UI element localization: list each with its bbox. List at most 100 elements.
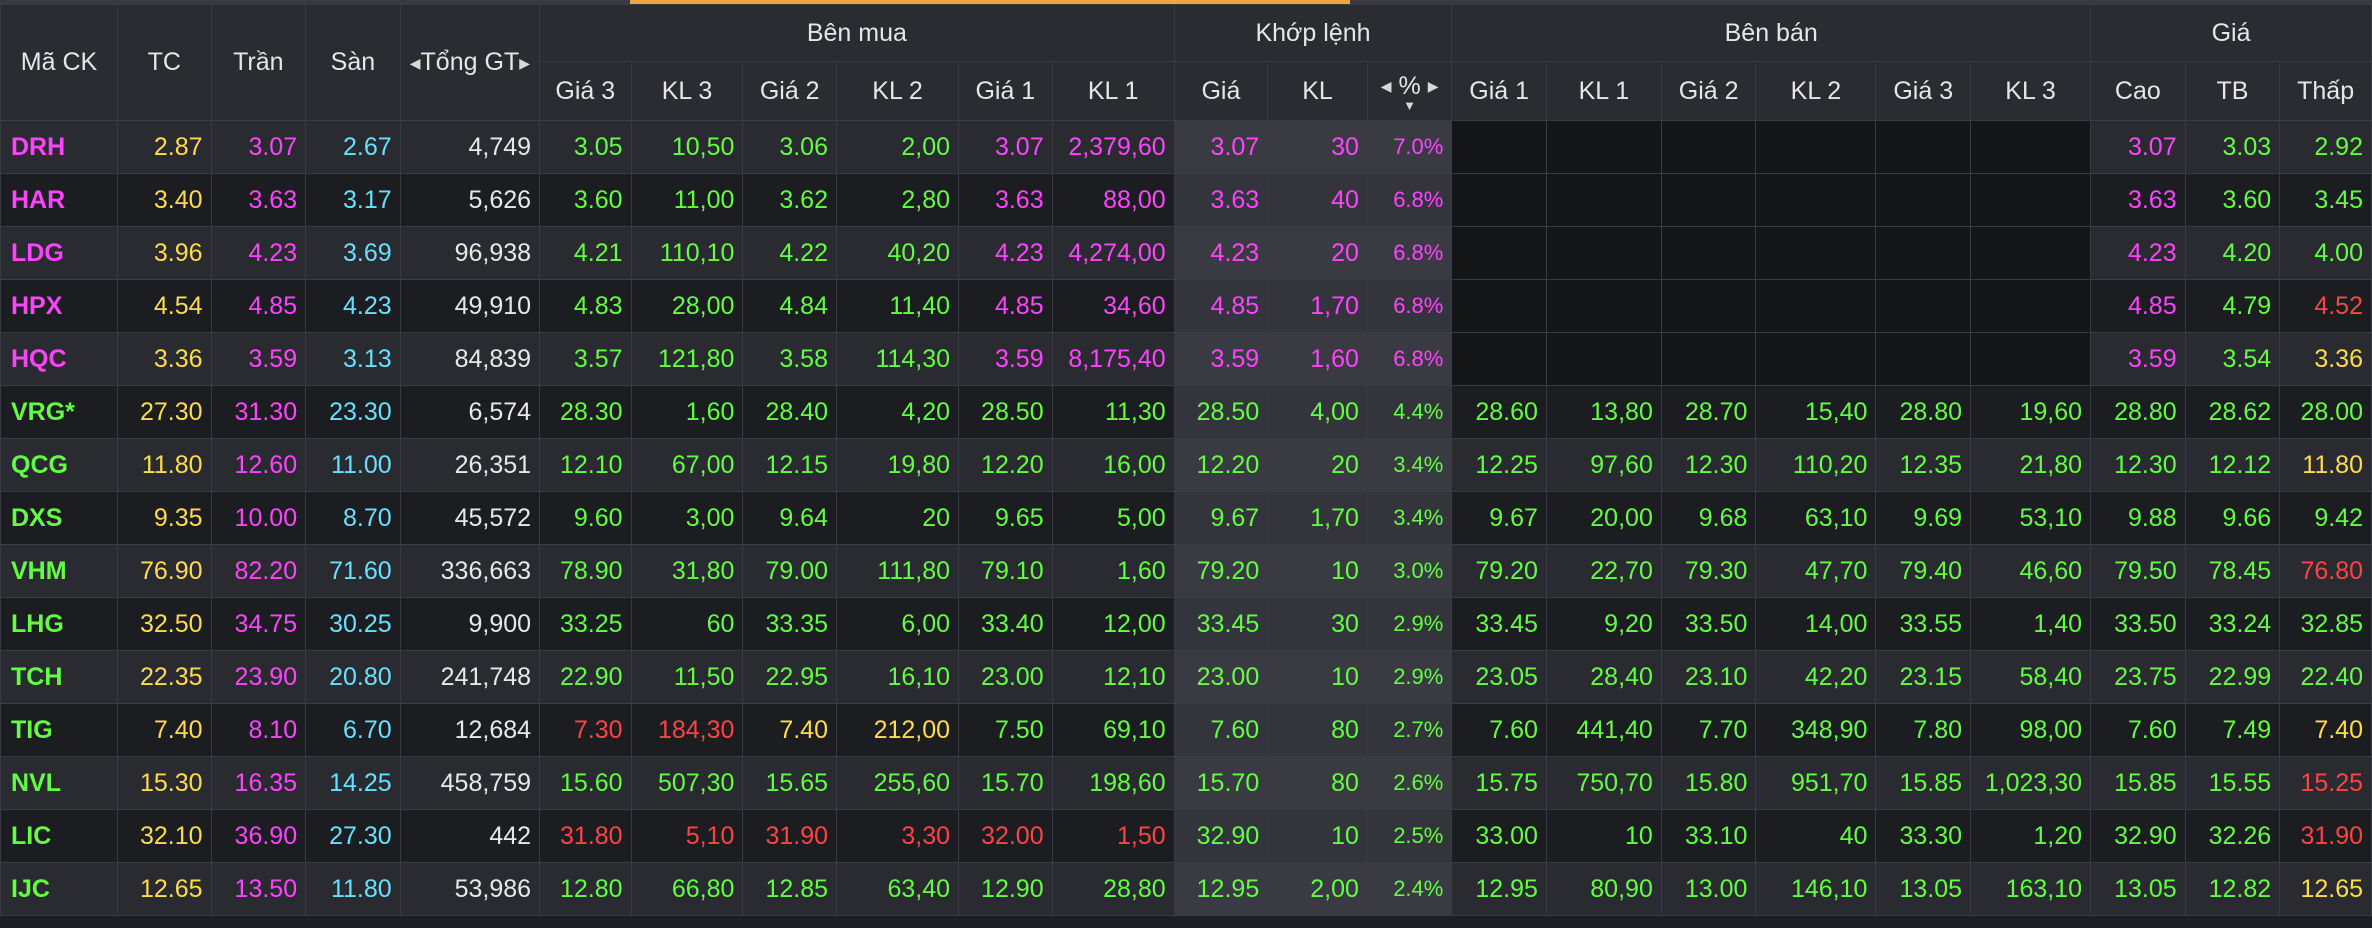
table-row[interactable]: VHM 76.90 82.20 71.60 336,663 78.90 31,80 79.00… bbox=[0, 544, 2372, 598]
col-header-reference[interactable]: TC bbox=[116, 4, 212, 121]
table-row[interactable]: HAR 3.40 3.63 3.17 5,626 3.60 11,00 3.62 2,80 3.6… bbox=[0, 173, 2372, 227]
col-header-floor[interactable]: Sàn bbox=[305, 4, 401, 121]
total-value: 458,759 bbox=[399, 756, 541, 810]
scroll-left-icon[interactable]: ◀ bbox=[409, 54, 421, 71]
col-header-buy-vol-2[interactable]: KL 2 bbox=[835, 61, 960, 121]
col-header-buy-vol-1[interactable]: KL 1 bbox=[1051, 61, 1175, 121]
stock-symbol[interactable]: VHM bbox=[0, 544, 118, 598]
match-percent: 6.8% bbox=[1366, 279, 1453, 333]
average-price: 78.45 bbox=[2184, 544, 2281, 598]
table-row[interactable]: DXS 9.35 10.00 8.70 45,572 9.60 3,00 9.64 20 9.65… bbox=[0, 491, 2372, 545]
toggle-right-icon[interactable]: ▶ bbox=[1427, 78, 1439, 95]
buy-volume-2: 2,80 bbox=[835, 173, 960, 227]
sell-volume-3 bbox=[1970, 332, 2092, 386]
col-header-sell-price-1[interactable]: Giá 1 bbox=[1451, 61, 1547, 121]
total-value: 45,572 bbox=[399, 491, 541, 545]
average-price: 4.79 bbox=[2184, 279, 2281, 333]
low-price: 3.36 bbox=[2279, 332, 2372, 386]
sell-price-3 bbox=[1875, 279, 1972, 333]
stock-symbol[interactable]: DRH bbox=[0, 120, 118, 174]
col-header-match-vol[interactable]: KL bbox=[1267, 61, 1368, 121]
buy-volume-3: 11,50 bbox=[630, 650, 744, 704]
stock-symbol[interactable]: QCG bbox=[0, 438, 118, 492]
stock-symbol[interactable]: TCH bbox=[0, 650, 118, 704]
stock-symbol[interactable]: LDG bbox=[0, 226, 118, 280]
low-price: 9.42 bbox=[2279, 491, 2372, 545]
col-header-sell-vol-2[interactable]: KL 2 bbox=[1755, 61, 1877, 121]
table-row[interactable]: LHG 32.50 34.75 30.25 9,900 33.25 60 33.35 6,00 3… bbox=[0, 597, 2372, 651]
stock-symbol[interactable]: IJC bbox=[0, 862, 118, 916]
stock-symbol[interactable]: DXS bbox=[0, 491, 118, 545]
sell-volume-2: 15,40 bbox=[1755, 385, 1877, 439]
sell-volume-2: 110,20 bbox=[1755, 438, 1877, 492]
stock-symbol[interactable]: HAR bbox=[0, 173, 118, 227]
table-row[interactable]: TIG 7.40 8.10 6.70 12,684 7.30 184,30 7.40 212,0… bbox=[0, 703, 2372, 757]
sell-volume-2: 348,90 bbox=[1755, 703, 1877, 757]
table-row[interactable]: LIC 32.10 36.90 27.30 442 31.80 5,10 31.90 3,30 3… bbox=[0, 809, 2372, 863]
match-price: 23.00 bbox=[1173, 650, 1269, 704]
buy-price-1: 15.70 bbox=[958, 756, 1053, 810]
table-row[interactable]: TCH 22.35 23.90 20.80 241,748 22.90 11,50 22.95… bbox=[0, 650, 2372, 704]
buy-price-2: 15.65 bbox=[742, 756, 837, 810]
buy-volume-2: 40,20 bbox=[835, 226, 960, 280]
col-header-total-value[interactable]: ◀Tổng GT▶ bbox=[399, 4, 541, 121]
sell-volume-3: 58,40 bbox=[1970, 650, 2092, 704]
col-header-match-price[interactable]: Giá bbox=[1173, 61, 1269, 121]
col-header-low[interactable]: Thấp bbox=[2279, 61, 2372, 121]
sell-price-1: 28.60 bbox=[1451, 385, 1547, 439]
col-header-match-percent[interactable]: ◀ % ▶ ▼ bbox=[1366, 61, 1453, 121]
col-header-symbol[interactable]: Mã CK bbox=[0, 4, 118, 121]
match-volume: 1,60 bbox=[1267, 332, 1368, 386]
stock-symbol[interactable]: VRG* bbox=[0, 385, 118, 439]
buy-volume-1: 34,60 bbox=[1051, 279, 1175, 333]
col-header-average[interactable]: TB bbox=[2184, 61, 2281, 121]
col-header-buy-price-3[interactable]: Giá 3 bbox=[539, 61, 632, 121]
average-price: 28.62 bbox=[2184, 385, 2281, 439]
group-header-price: Giá bbox=[2090, 4, 2372, 62]
col-header-high[interactable]: Cao bbox=[2090, 61, 2186, 121]
sort-descending-icon[interactable]: ▼ bbox=[1403, 97, 1417, 113]
total-value: 53,986 bbox=[399, 862, 541, 916]
match-percent: 2.4% bbox=[1366, 862, 1453, 916]
sell-volume-3 bbox=[1970, 226, 2092, 280]
total-value: 5,626 bbox=[399, 173, 541, 227]
table-row[interactable]: HQC 3.36 3.59 3.13 84,839 3.57 121,80 3.58 114,3… bbox=[0, 332, 2372, 386]
table-row[interactable]: DRH 2.87 3.07 2.67 4,749 3.05 10,50 3.06 2,00 3.0… bbox=[0, 120, 2372, 174]
scroll-right-icon[interactable]: ▶ bbox=[519, 54, 530, 71]
high-price: 23.75 bbox=[2090, 650, 2186, 704]
sell-price-3: 23.15 bbox=[1875, 650, 1972, 704]
table-row[interactable]: HPX 4.54 4.85 4.23 49,910 4.83 28,00 4.84 11,40 4… bbox=[0, 279, 2372, 333]
stock-symbol[interactable]: TIG bbox=[0, 703, 118, 757]
col-header-buy-vol-3[interactable]: KL 3 bbox=[630, 61, 744, 121]
col-header-sell-price-2[interactable]: Giá 2 bbox=[1660, 61, 1757, 121]
floor-price: 3.17 bbox=[305, 173, 401, 227]
buy-volume-1: 12,00 bbox=[1051, 597, 1175, 651]
sell-price-3 bbox=[1875, 226, 1972, 280]
stock-symbol[interactable]: HPX bbox=[0, 279, 118, 333]
col-header-ceiling[interactable]: Trần bbox=[210, 4, 307, 121]
buy-price-2: 12.85 bbox=[742, 862, 837, 916]
stock-symbol[interactable]: NVL bbox=[0, 756, 118, 810]
table-row[interactable]: IJC 12.65 13.50 11.80 53,986 12.80 66,80 12.85 6… bbox=[0, 862, 2372, 916]
col-header-sell-vol-3[interactable]: KL 3 bbox=[1970, 61, 2092, 121]
reference-price: 9.35 bbox=[116, 491, 212, 545]
stock-symbol[interactable]: LHG bbox=[0, 597, 118, 651]
toggle-left-icon[interactable]: ◀ bbox=[1380, 78, 1392, 95]
col-header-buy-price-1[interactable]: Giá 1 bbox=[958, 61, 1053, 121]
sell-price-1 bbox=[1451, 120, 1547, 174]
col-header-sell-price-3[interactable]: Giá 3 bbox=[1875, 61, 1972, 121]
table-row[interactable]: NVL 15.30 16.35 14.25 458,759 15.60 507,30 15.6… bbox=[0, 756, 2372, 810]
col-header-sell-vol-1[interactable]: KL 1 bbox=[1545, 61, 1662, 121]
high-price: 9.88 bbox=[2090, 491, 2186, 545]
table-row[interactable]: LDG 3.96 4.23 3.69 96,938 4.21 110,10 4.22 40,20… bbox=[0, 226, 2372, 280]
average-price: 12.82 bbox=[2184, 862, 2281, 916]
table-row[interactable]: VRG* 27.30 31.30 23.30 6,574 28.30 1,60 28.40 4,… bbox=[0, 385, 2372, 439]
match-price: 4.85 bbox=[1173, 279, 1269, 333]
stock-symbol[interactable]: LIC bbox=[0, 809, 118, 863]
col-header-buy-price-2[interactable]: Giá 2 bbox=[742, 61, 837, 121]
table-row[interactable]: QCG 11.80 12.60 11.00 26,351 12.10 67,00 12.15 1… bbox=[0, 438, 2372, 492]
stock-symbol[interactable]: HQC bbox=[0, 332, 118, 386]
sell-volume-2 bbox=[1755, 279, 1877, 333]
floor-price: 20.80 bbox=[305, 650, 401, 704]
buy-volume-2: 63,40 bbox=[835, 862, 960, 916]
